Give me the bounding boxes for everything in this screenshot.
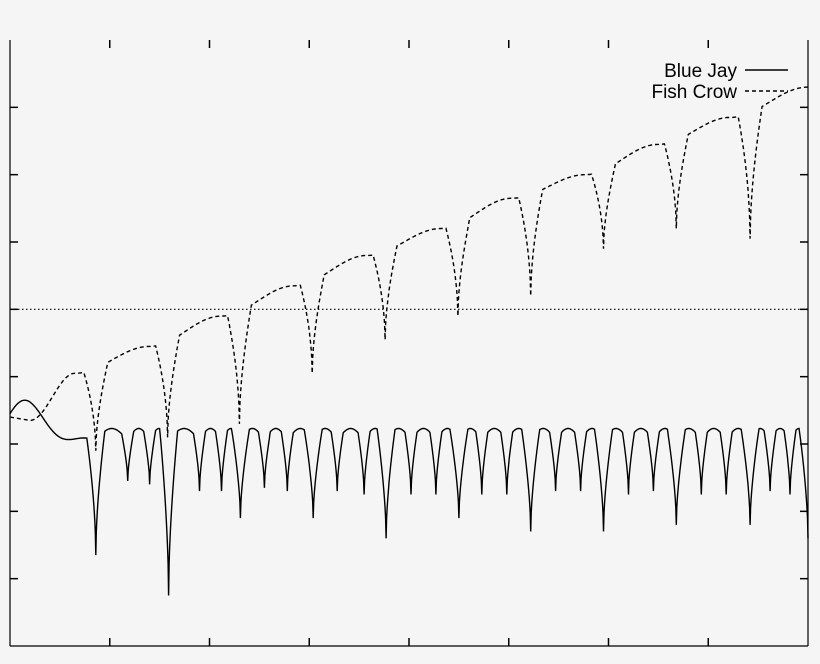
axes-frame <box>9 40 809 647</box>
axis-ticks <box>10 40 808 646</box>
series-line-blue-jay <box>9 399 809 596</box>
series-line-fish-crow <box>9 86 808 451</box>
legend-label-blue-jay: Blue Jay <box>664 61 737 82</box>
legend-label-fish-crow: Fish Crow <box>651 82 737 103</box>
series-group <box>9 86 809 596</box>
legend: Blue Jay Fish Crow <box>651 61 788 103</box>
